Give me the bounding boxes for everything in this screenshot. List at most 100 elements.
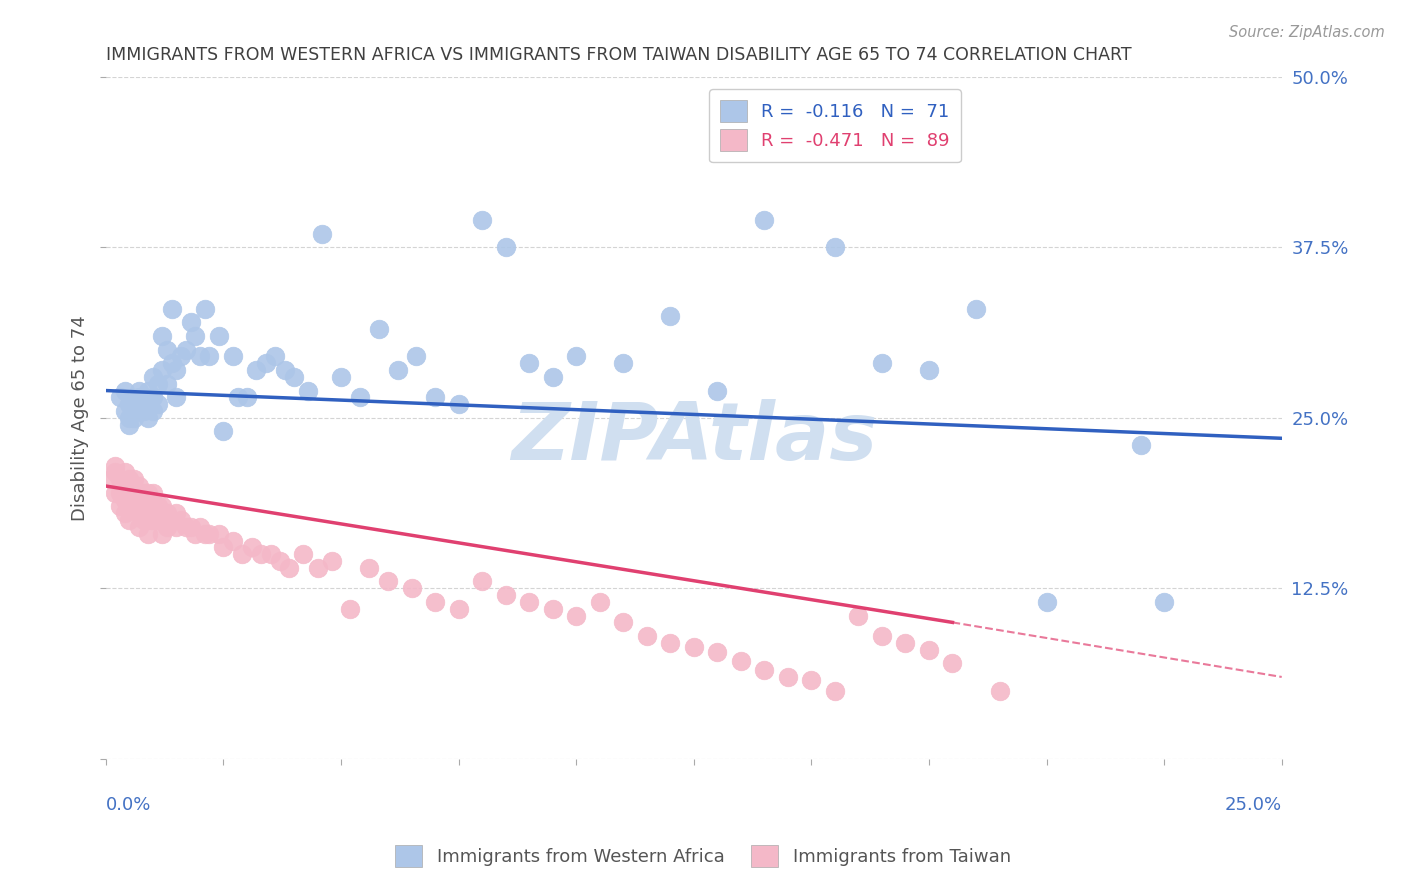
Point — [517, 356, 540, 370]
Text: 25.0%: 25.0% — [1225, 797, 1282, 814]
Point — [128, 506, 150, 520]
Legend: Immigrants from Western Africa, Immigrants from Taiwan: Immigrants from Western Africa, Immigran… — [388, 838, 1018, 874]
Point — [231, 547, 253, 561]
Point — [321, 554, 343, 568]
Point — [706, 645, 728, 659]
Point — [132, 404, 155, 418]
Point — [824, 240, 846, 254]
Point — [166, 506, 188, 520]
Point — [330, 370, 353, 384]
Point — [965, 301, 987, 316]
Point — [184, 329, 207, 343]
Point — [174, 520, 197, 534]
Point — [292, 547, 315, 561]
Point — [170, 513, 193, 527]
Point — [517, 595, 540, 609]
Point — [269, 554, 291, 568]
Point — [170, 350, 193, 364]
Point — [1153, 595, 1175, 609]
Point — [108, 390, 131, 404]
Point — [188, 350, 211, 364]
Point — [311, 227, 333, 241]
Point — [146, 500, 169, 514]
Point — [198, 350, 221, 364]
Point — [208, 329, 231, 343]
Point — [405, 350, 427, 364]
Point — [188, 520, 211, 534]
Point — [118, 410, 141, 425]
Point — [180, 315, 202, 329]
Point — [565, 608, 588, 623]
Point — [800, 673, 823, 687]
Point — [848, 608, 870, 623]
Point — [659, 309, 682, 323]
Point — [118, 486, 141, 500]
Point — [612, 356, 634, 370]
Point — [128, 479, 150, 493]
Point — [870, 356, 893, 370]
Point — [226, 390, 249, 404]
Point — [146, 376, 169, 391]
Point — [349, 390, 371, 404]
Point — [367, 322, 389, 336]
Point — [136, 397, 159, 411]
Point — [194, 526, 217, 541]
Point — [156, 376, 179, 391]
Point — [160, 513, 183, 527]
Point — [1129, 438, 1152, 452]
Point — [150, 500, 173, 514]
Point — [387, 363, 409, 377]
Point — [659, 636, 682, 650]
Y-axis label: Disability Age 65 to 74: Disability Age 65 to 74 — [72, 315, 89, 521]
Point — [495, 240, 517, 254]
Point — [918, 363, 941, 377]
Point — [118, 417, 141, 432]
Point — [423, 390, 446, 404]
Point — [104, 466, 127, 480]
Point — [988, 683, 1011, 698]
Point — [156, 520, 179, 534]
Point — [184, 526, 207, 541]
Point — [359, 561, 381, 575]
Point — [132, 500, 155, 514]
Point — [114, 492, 136, 507]
Point — [589, 595, 612, 609]
Point — [108, 500, 131, 514]
Point — [118, 500, 141, 514]
Point — [824, 683, 846, 698]
Point — [1035, 595, 1057, 609]
Point — [150, 513, 173, 527]
Point — [122, 472, 145, 486]
Point — [273, 363, 295, 377]
Point — [156, 506, 179, 520]
Point — [423, 595, 446, 609]
Point — [136, 410, 159, 425]
Point — [142, 486, 165, 500]
Point — [160, 356, 183, 370]
Point — [128, 404, 150, 418]
Point — [128, 384, 150, 398]
Point — [636, 629, 658, 643]
Point — [264, 350, 287, 364]
Point — [495, 588, 517, 602]
Point — [894, 636, 917, 650]
Point — [471, 213, 494, 227]
Point — [401, 582, 423, 596]
Point — [142, 404, 165, 418]
Point — [118, 472, 141, 486]
Point — [136, 486, 159, 500]
Point — [565, 350, 588, 364]
Point — [114, 479, 136, 493]
Point — [142, 370, 165, 384]
Point — [108, 486, 131, 500]
Point — [918, 642, 941, 657]
Point — [150, 329, 173, 343]
Point — [128, 520, 150, 534]
Point — [776, 670, 799, 684]
Point — [222, 350, 245, 364]
Point — [104, 458, 127, 473]
Point — [136, 513, 159, 527]
Point — [160, 301, 183, 316]
Point — [250, 547, 273, 561]
Point — [236, 390, 259, 404]
